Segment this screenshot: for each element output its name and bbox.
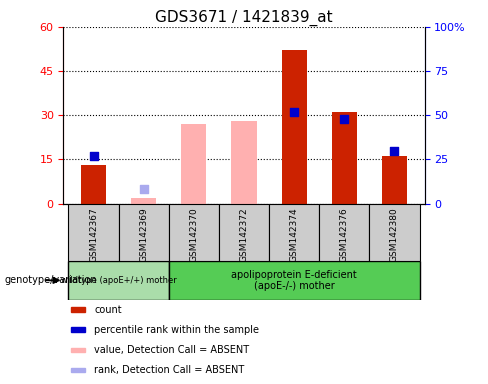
Text: rank, Detection Call = ABSENT: rank, Detection Call = ABSENT [94, 365, 244, 375]
Text: GSM142370: GSM142370 [189, 208, 198, 262]
Title: GDS3671 / 1421839_at: GDS3671 / 1421839_at [155, 9, 333, 25]
Bar [71, 348, 85, 353]
Point [390, 147, 398, 154]
Bar [131, 198, 156, 204]
Text: percentile rank within the sample: percentile rank within the sample [94, 325, 259, 335]
Bar [71, 327, 85, 332]
Bar [369, 204, 420, 261]
Bar [119, 204, 169, 261]
Text: GSM142367: GSM142367 [89, 208, 98, 262]
Bar [332, 112, 357, 204]
Text: GSM142372: GSM142372 [240, 208, 248, 262]
Point [140, 186, 147, 192]
Bar [231, 121, 257, 204]
Text: count: count [94, 305, 122, 314]
Bar [81, 165, 106, 204]
Text: GSM142369: GSM142369 [139, 208, 148, 262]
Text: GSM142376: GSM142376 [340, 208, 349, 262]
Bar [282, 50, 306, 204]
Bar [182, 124, 206, 204]
Point [90, 153, 98, 159]
Text: GSM142374: GSM142374 [290, 208, 299, 262]
Bar [71, 307, 85, 312]
Text: genotype/variation: genotype/variation [5, 275, 98, 285]
Bar [219, 204, 269, 261]
Text: apolipoprotein E-deficient
(apoE-/-) mother: apolipoprotein E-deficient (apoE-/-) mot… [231, 270, 357, 291]
Bar [269, 204, 319, 261]
Bar [169, 261, 420, 300]
Bar [68, 261, 169, 300]
Text: wildtype (apoE+/+) mother: wildtype (apoE+/+) mother [61, 276, 177, 285]
Bar [382, 156, 407, 204]
Bar [71, 367, 85, 372]
Bar [68, 204, 119, 261]
Text: value, Detection Call = ABSENT: value, Detection Call = ABSENT [94, 345, 249, 355]
Text: GSM142380: GSM142380 [390, 208, 399, 262]
Point [290, 109, 298, 115]
Point [341, 116, 348, 122]
Bar [169, 204, 219, 261]
Bar [319, 204, 369, 261]
